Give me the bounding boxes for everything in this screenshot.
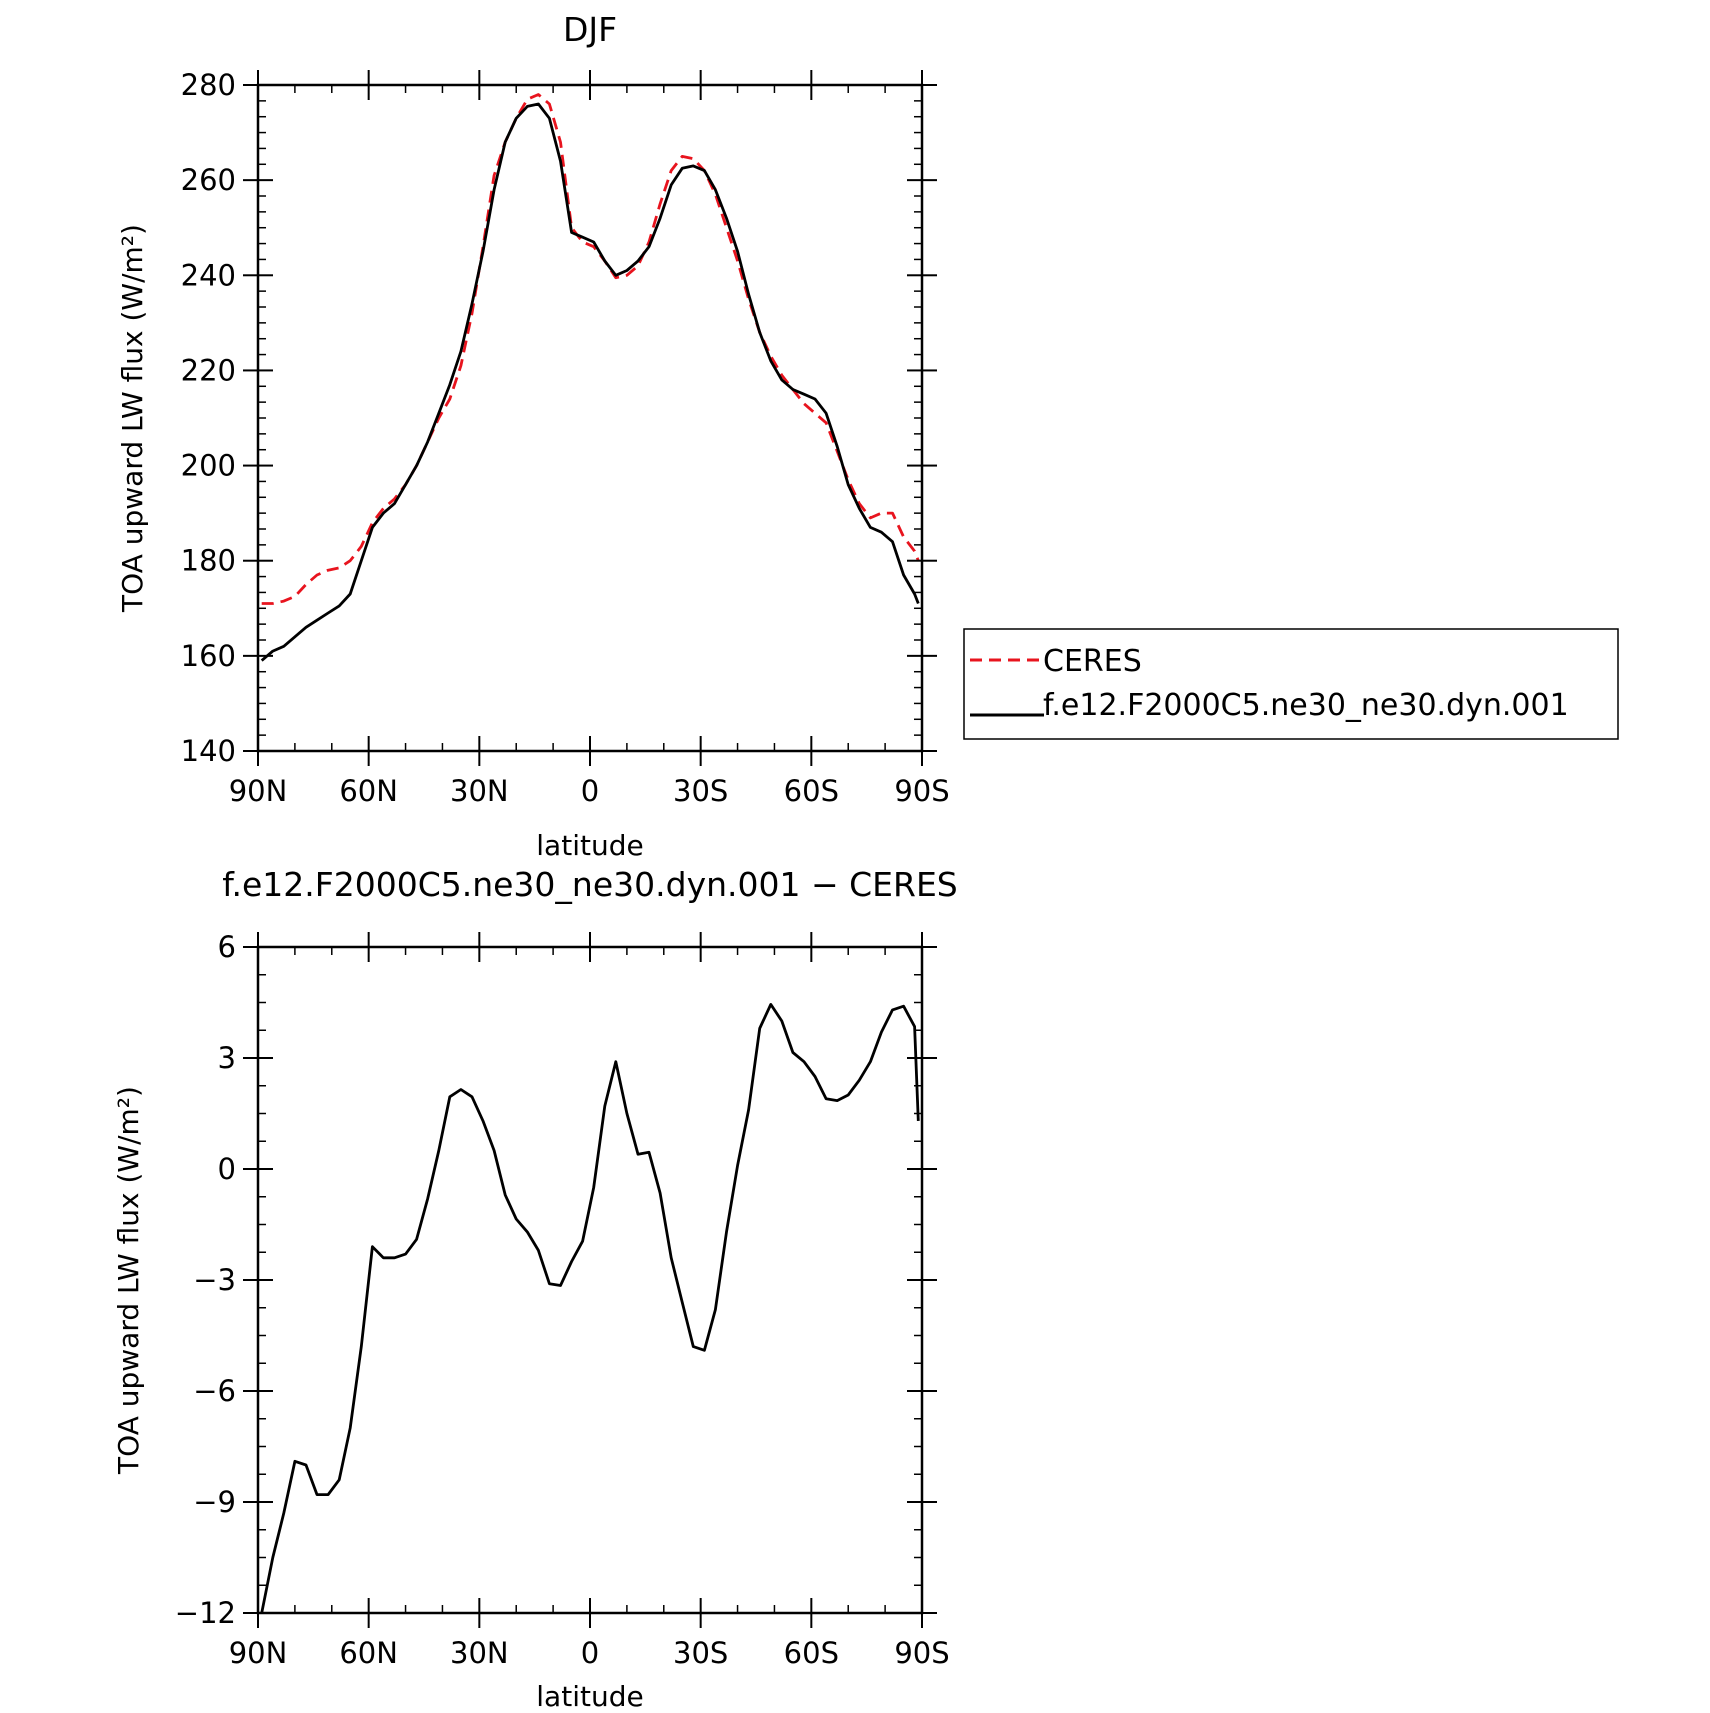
legend-label-ceres: CERES <box>1043 644 1142 679</box>
bottom-chart-title: f.e12.F2000C5.ne30_ne30.dyn.001 − CERES <box>222 865 958 904</box>
top-x-tick-label: 30N <box>450 774 509 808</box>
top-series-group <box>260 93 920 662</box>
bottom-plot-frame <box>256 945 924 1615</box>
bottom-y-axis-title: TOA upward LW flux (W/m²) <box>112 1086 145 1475</box>
top-series-line-f-e12-f2000c5-ne30-ne30-dyn-001 <box>260 102 920 662</box>
legend: CERES f.e12.F2000C5.ne30_ne30.dyn.001 <box>963 628 1619 740</box>
top-y-axis-title: TOA upward LW flux (W/m²) <box>116 224 149 613</box>
bottom-x-tick-label: 90N <box>229 1636 288 1670</box>
bottom-y-tick-label: 0 <box>218 1152 236 1186</box>
bottom-series-line-difference <box>260 1003 920 1614</box>
bottom-y-tick-label: −3 <box>193 1263 236 1297</box>
bottom-x-tick-label: 30S <box>673 1636 728 1670</box>
bottom-y-tick-label: 3 <box>218 1041 236 1075</box>
top-x-tick-label: 60N <box>339 774 398 808</box>
bottom-x-tick-label: 90S <box>894 1636 949 1670</box>
bottom-y-tick-label: −9 <box>193 1485 236 1519</box>
top-x-tick-label: 0 <box>581 774 599 808</box>
top-x-tick-label: 30S <box>673 774 728 808</box>
bottom-x-axis-title: latitude <box>536 1680 643 1713</box>
bottom-ticks-group <box>243 932 937 1628</box>
top-y-tick-label: 280 <box>181 68 236 102</box>
bottom-y-tick-labels: −12 −9 −6 −3 0 3 6 <box>175 930 236 1630</box>
top-y-tick-label: 160 <box>181 639 236 673</box>
top-x-tick-label: 90S <box>894 774 949 808</box>
top-chart-title: DJF <box>563 10 617 49</box>
legend-label-model: f.e12.F2000C5.ne30_ne30.dyn.001 <box>1043 688 1569 723</box>
top-y-tick-label: 260 <box>181 163 236 197</box>
bottom-y-tick-label: −12 <box>175 1596 236 1630</box>
top-x-tick-label: 90N <box>229 774 288 808</box>
bottom-series-group <box>260 1003 920 1614</box>
top-series-line-ceres <box>261 93 920 605</box>
bottom-x-tick-label: 60S <box>784 1636 839 1670</box>
top-x-tick-labels: 90N 60N 30N 0 30S 60S 90S <box>229 774 950 808</box>
top-y-tick-label: 200 <box>181 449 236 483</box>
top-panel: DJF 140 160 180 200 220 240 260 280 90N 60N 30N 0 3… <box>116 10 950 862</box>
legend-box <box>963 628 1619 740</box>
top-y-tick-labels: 140 160 180 200 220 240 260 280 <box>181 68 236 768</box>
bottom-x-tick-label: 30N <box>450 1636 509 1670</box>
top-y-tick-label: 240 <box>181 258 236 292</box>
top-x-tick-label: 60S <box>784 774 839 808</box>
bottom-x-tick-label: 60N <box>339 1636 398 1670</box>
top-ticks-group <box>243 70 937 766</box>
top-y-tick-label: 180 <box>181 544 236 578</box>
bottom-y-tick-label: −6 <box>193 1374 236 1408</box>
top-x-axis-title: latitude <box>536 829 643 862</box>
top-y-tick-label: 220 <box>181 353 236 387</box>
bottom-panel: f.e12.F2000C5.ne30_ne30.dyn.001 − CERES … <box>112 865 958 1713</box>
bottom-y-tick-label: 6 <box>218 930 236 964</box>
bottom-x-tick-labels: 90N 60N 30N 0 30S 60S 90S <box>229 1636 950 1670</box>
bottom-x-tick-label: 0 <box>581 1636 599 1670</box>
top-y-tick-label: 140 <box>181 734 236 768</box>
